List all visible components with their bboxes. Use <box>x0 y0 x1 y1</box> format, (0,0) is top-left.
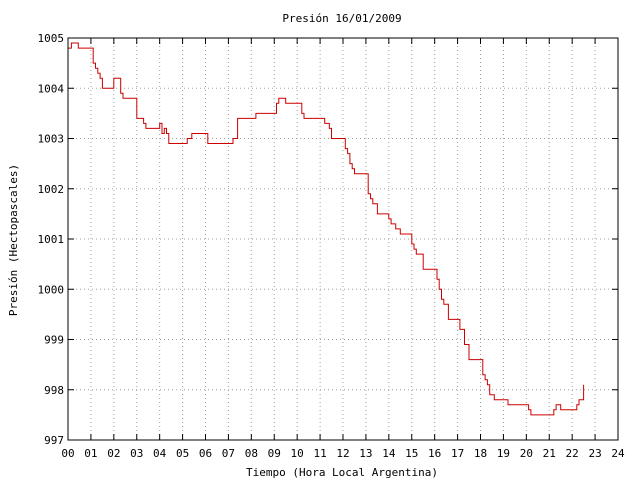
y-tick-label: 1005 <box>38 32 65 45</box>
y-tick-label: 1003 <box>38 133 65 146</box>
x-tick-label: 17 <box>451 447 464 460</box>
pressure-series-line <box>68 42 585 416</box>
x-tick-label: 19 <box>497 447 510 460</box>
y-tick-label: 1004 <box>38 82 65 95</box>
plot-frame <box>67 37 619 441</box>
x-tick-label: 03 <box>130 447 143 460</box>
y-axis: 997 998 999 1000 1001 1002 1003 1004 1005 <box>38 32 618 447</box>
x-tick-label: 22 <box>566 447 579 460</box>
y-axis-label: Presión (Hectopascales) <box>7 164 20 316</box>
x-tick-label: 11 <box>313 447 326 460</box>
x-tick-label: 10 <box>291 447 304 460</box>
x-tick-label: 06 <box>199 447 212 460</box>
x-tick-label: 07 <box>222 447 235 460</box>
x-tick-label: 24 <box>611 447 625 460</box>
x-axis-label: Tiempo (Hora Local Argentina) <box>246 466 438 479</box>
x-tick-label: 14 <box>382 447 396 460</box>
x-tick-label: 23 <box>588 447 601 460</box>
x-tick-label: 21 <box>543 447 556 460</box>
y-tick-label: 997 <box>44 434 64 447</box>
x-tick-label: 01 <box>84 447 97 460</box>
grid <box>68 38 618 440</box>
y-tick-label: 998 <box>44 384 64 397</box>
series-group <box>68 42 585 416</box>
y-tick-label: 1000 <box>38 283 65 296</box>
x-tick-label: 16 <box>428 447 441 460</box>
y-tick-label: 1001 <box>38 233 65 246</box>
x-tick-label: 15 <box>405 447 418 460</box>
x-tick-label: 13 <box>359 447 372 460</box>
x-tick-label: 09 <box>268 447 281 460</box>
y-tick-label: 1002 <box>38 183 65 196</box>
x-tick-label: 12 <box>336 447 349 460</box>
x-tick-label: 04 <box>153 447 167 460</box>
x-tick-label: 02 <box>107 447 120 460</box>
x-tick-label: 00 <box>61 447 74 460</box>
x-axis: 00 01 02 03 04 05 06 07 08 09 10 11 12 13 14 15 16 17 18 19… <box>61 38 625 460</box>
x-tick-label: 08 <box>245 447 258 460</box>
x-tick-label: 20 <box>520 447 533 460</box>
x-tick-label: 18 <box>474 447 487 460</box>
y-tick-label: 999 <box>44 334 64 347</box>
chart-title: Presión 16/01/2009 <box>282 12 401 25</box>
x-tick-label: 05 <box>176 447 189 460</box>
